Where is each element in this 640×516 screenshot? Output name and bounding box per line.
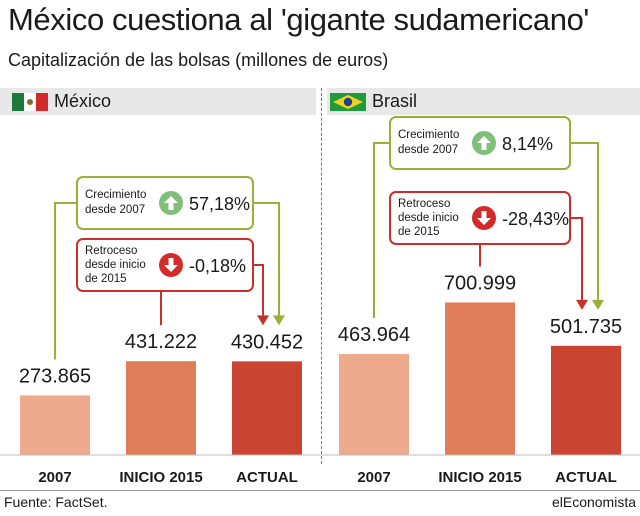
growth-label-line1-0: Crecimiento (85, 189, 146, 201)
growth-connector-left-0 (54, 202, 77, 360)
panel-divider (321, 88, 322, 464)
bar-1-0 (339, 354, 409, 455)
footer-rule (0, 490, 640, 491)
value-label-0-0: 273.865 (19, 365, 91, 387)
decline-connector-right-1 (570, 217, 583, 300)
value-label-1-1: 700.999 (444, 272, 516, 294)
mexico-flag-icon (12, 93, 48, 111)
decline-value-0: -0,18% (189, 256, 246, 276)
value-label-1-0: 463.964 (338, 324, 410, 346)
value-label-0-2: 430.452 (231, 331, 303, 353)
decline-label-line3-1: de 2015 (398, 226, 440, 238)
growth-value-1: 8,14% (502, 134, 553, 154)
bar-0-0 (20, 395, 90, 455)
growth-label-line2-1: desde 2007 (398, 144, 458, 156)
category-label-1-1: INICIO 2015 (438, 469, 521, 486)
growth-connector-left-1 (373, 142, 390, 319)
decline-arrow-down-icon-0 (159, 253, 183, 277)
growth-label-line2-0: desde 2007 (85, 204, 145, 216)
category-label-1-0: 2007 (357, 469, 390, 486)
decline-label-line1-1: Retroceso (398, 198, 450, 210)
bar-1-2 (551, 345, 621, 455)
growth-arrow-up-icon-1 (472, 131, 496, 155)
growth-label-line1-1: Crecimiento (398, 129, 459, 141)
decline-label-line2-0: desde inicio (85, 259, 146, 271)
growth-arrowhead-0 (273, 315, 285, 326)
brasil-header-band (327, 88, 640, 115)
decline-label-line3-0: de 2015 (85, 273, 127, 285)
growth-value-0: 57,18% (189, 194, 250, 214)
decline-arrowhead-0 (257, 315, 269, 326)
mexico-header-band (0, 88, 316, 115)
brasil-panel-label: Brasil (372, 91, 418, 111)
chart-subtitle: Capitalización de las bolsas (millones d… (8, 50, 389, 70)
growth-connector-right-0 (253, 202, 280, 316)
bar-0-2 (232, 361, 302, 455)
bar-1-1 (445, 302, 515, 455)
category-label-0-2: ACTUAL (236, 469, 298, 486)
brasil-flag-icon (330, 93, 366, 111)
value-label-1-2: 501.735 (550, 316, 622, 338)
decline-label-line1-0: Retroceso (85, 245, 137, 257)
mexico-panel-label: México (54, 91, 112, 111)
value-label-0-1: 431.222 (125, 331, 197, 353)
brand-name: elEconomista (551, 494, 636, 510)
decline-arrow-down-icon-1 (472, 206, 496, 230)
growth-arrowhead-1 (592, 299, 604, 310)
category-label-0-0: 2007 (38, 469, 71, 486)
bar-0-1 (126, 361, 196, 455)
chart-title: México cuestiona al 'gigante sudamerican… (8, 2, 589, 37)
category-label-1-2: ACTUAL (555, 469, 617, 486)
decline-label-line2-1: desde inicio (398, 212, 459, 224)
growth-arrow-up-icon-0 (159, 191, 183, 215)
decline-arrowhead-1 (576, 299, 588, 310)
growth-connector-right-1 (570, 142, 599, 300)
decline-value-1: -28,43% (502, 209, 569, 229)
category-label-0-1: INICIO 2015 (119, 469, 202, 486)
source-note: Fuente: FactSet. (4, 494, 108, 510)
decline-connector-right-0 (253, 264, 264, 316)
